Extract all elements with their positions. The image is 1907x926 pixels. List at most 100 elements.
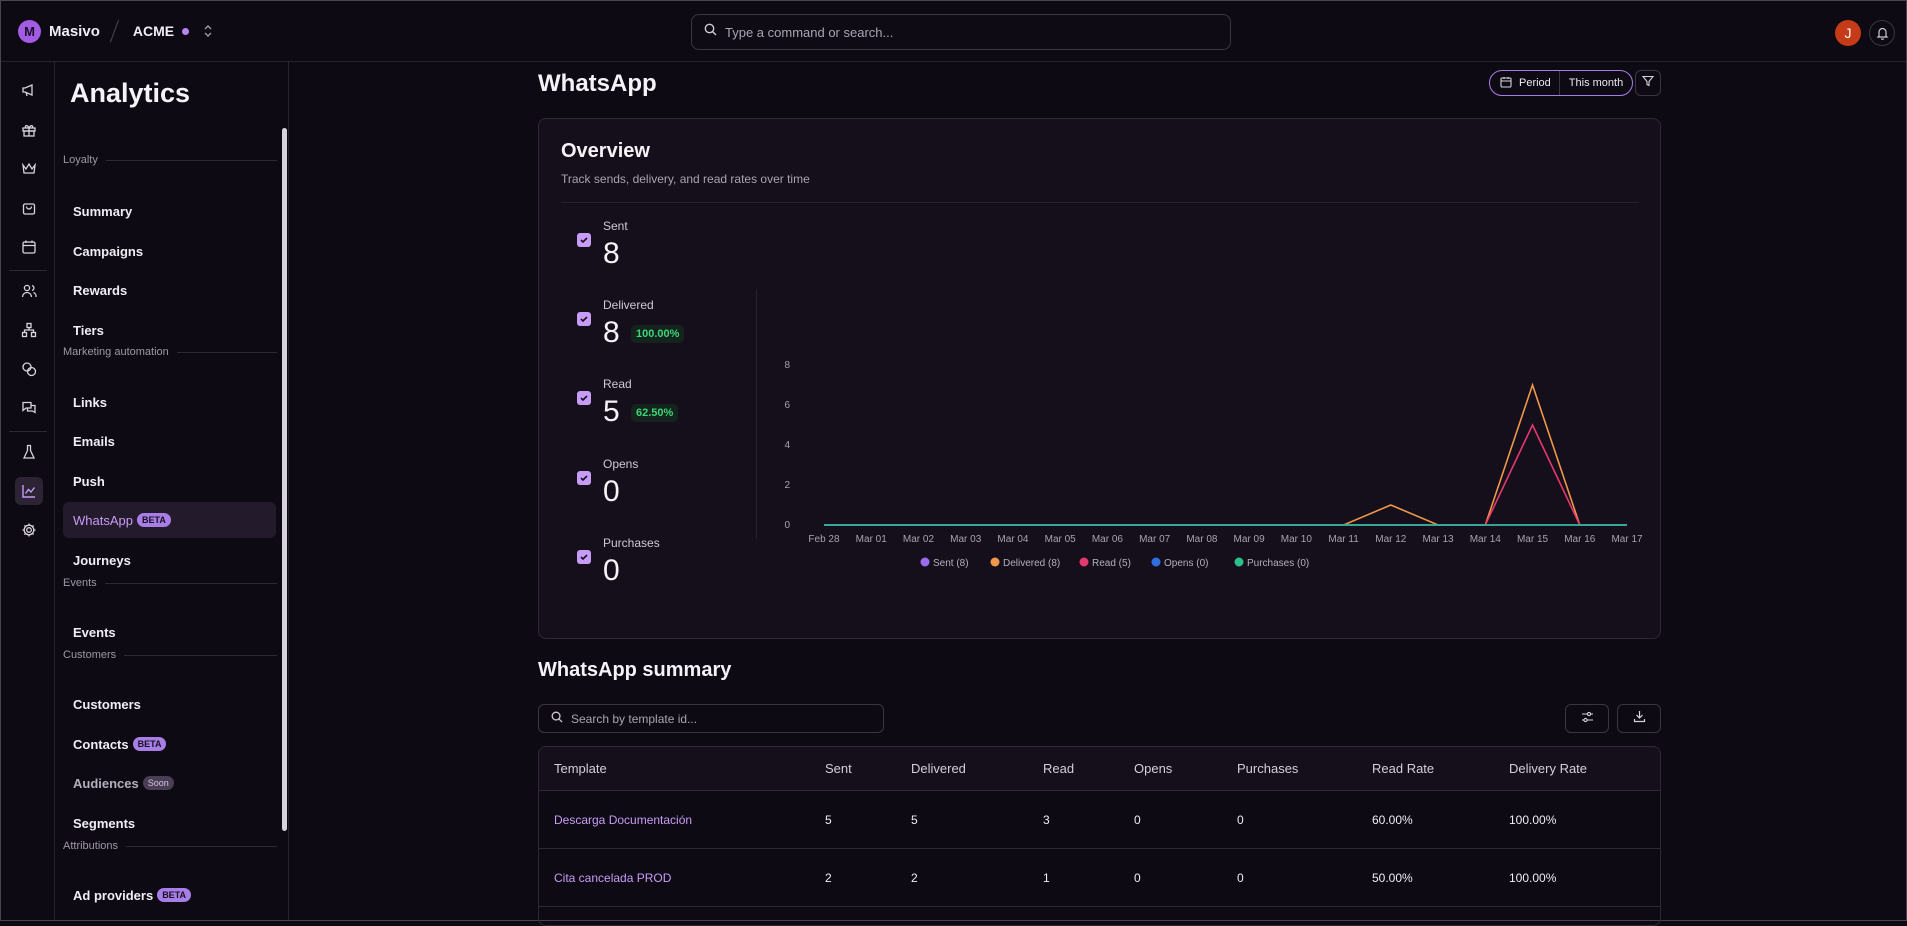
y-tick-label: 6 — [784, 400, 790, 411]
users-icon[interactable] — [15, 277, 43, 305]
column-header[interactable]: Read — [1043, 747, 1074, 790]
legend-marker-read — [1080, 558, 1089, 567]
brand-name: Masivo — [49, 23, 100, 40]
column-header[interactable]: Template — [554, 747, 607, 790]
sidebar-item-customers[interactable]: Customers — [63, 686, 276, 722]
template-link[interactable]: Cita cancelada PROD — [554, 849, 671, 906]
sidebar-item-label: Journeys — [73, 553, 131, 568]
table-cell: 0 — [1237, 849, 1244, 906]
metric-checkbox[interactable] — [577, 550, 591, 564]
sidebar-item-segments[interactable]: Segments — [63, 805, 276, 841]
template-link[interactable]: Descarga Documentación — [554, 791, 692, 848]
metric-purchases: Purchases 0 — [577, 536, 737, 596]
legend-label-delivered: Delivered (8) — [1003, 558, 1060, 569]
section-label: Events — [63, 577, 97, 589]
period-selector[interactable]: Period This month — [1489, 70, 1633, 96]
hierarchy-icon[interactable] — [15, 316, 43, 344]
chevron-updown-icon[interactable] — [203, 24, 213, 38]
calendar-icon — [1500, 76, 1512, 91]
megaphone-icon[interactable] — [15, 76, 43, 104]
metric-label: Opens — [603, 457, 638, 471]
table-cell: 2 — [825, 849, 832, 906]
table-row[interactable]: Cita cancelada PROD 2 2 1 0 0 50.00% 100… — [539, 849, 1660, 907]
sidebar-item-label: Audiences — [73, 776, 139, 791]
section-label: Marketing automation — [63, 346, 169, 358]
summary-table: Template Sent Delivered Read Opens Purch… — [538, 746, 1661, 926]
flask-icon[interactable] — [15, 438, 43, 466]
sidebar-item-emails[interactable]: Emails — [63, 423, 276, 459]
sidebar-item-label: Segments — [73, 816, 135, 831]
icon-rail — [1, 62, 55, 920]
sidebar-item-links[interactable]: Links — [63, 384, 276, 420]
shopping-bag-icon[interactable] — [15, 194, 43, 222]
metric-checkbox[interactable] — [577, 312, 591, 326]
org-name[interactable]: ACME — [133, 23, 174, 39]
calendar-icon[interactable] — [15, 233, 43, 261]
metric-label: Sent — [603, 219, 628, 233]
table-cell: 0 — [1237, 791, 1244, 848]
sidebar-scrollbar[interactable] — [282, 128, 287, 831]
sidebar-item-summary[interactable]: Summary — [63, 193, 276, 229]
template-search-input[interactable]: Search by template id... — [538, 704, 884, 733]
x-tick-label: Mar 14 — [1470, 534, 1502, 545]
sidebar-item-journeys[interactable]: Journeys — [63, 542, 276, 578]
sidebar-item-push[interactable]: Push — [63, 463, 276, 499]
avatar[interactable]: J — [1835, 20, 1861, 46]
column-header[interactable]: Delivery Rate — [1509, 747, 1587, 790]
column-settings-button[interactable] — [1565, 704, 1609, 733]
metric-checkbox[interactable] — [577, 391, 591, 405]
gear-icon[interactable] — [15, 516, 43, 544]
y-tick-label: 4 — [784, 440, 790, 451]
metric-label: Purchases — [603, 536, 660, 550]
metric-checkbox[interactable] — [577, 471, 591, 485]
table-row[interactable]: Descarga Documentación 5 5 3 0 0 60.00% … — [539, 791, 1660, 849]
section-customers: Customers — [63, 649, 277, 661]
sidebar-item-campaigns[interactable]: Campaigns — [63, 233, 276, 269]
column-header[interactable]: Read Rate — [1372, 747, 1434, 790]
overview-card: Overview Track sends, delivery, and read… — [538, 118, 1661, 639]
metric-value: 0 — [603, 475, 620, 509]
x-tick-label: Mar 04 — [997, 534, 1029, 545]
x-tick-label: Mar 07 — [1139, 534, 1171, 545]
x-tick-label: Mar 17 — [1611, 534, 1643, 545]
table-cell: 5 — [825, 791, 832, 848]
table-cell: 50.00% — [1372, 849, 1413, 906]
sidebar-item-tiers[interactable]: Tiers — [63, 312, 276, 348]
chart-line-icon[interactable] — [15, 477, 43, 505]
brand[interactable]: M Masivo — [18, 20, 100, 43]
legend-marker-opens — [1152, 558, 1161, 567]
coins-icon[interactable] — [15, 355, 43, 383]
column-header[interactable]: Purchases — [1237, 747, 1298, 790]
sidebar-item-label: Summary — [73, 204, 132, 219]
metric-value: 8 — [603, 237, 620, 271]
breadcrumb-separator — [110, 20, 119, 43]
command-search[interactable]: Type a command or search... — [691, 14, 1231, 50]
column-header[interactable]: Delivered — [911, 747, 966, 790]
metric-checkbox[interactable] — [577, 233, 591, 247]
column-header[interactable]: Sent — [825, 747, 852, 790]
y-tick-label: 8 — [784, 360, 790, 371]
x-tick-label: Mar 10 — [1281, 534, 1313, 545]
sidebar-item-label: Rewards — [73, 283, 127, 298]
table-cell: 0 — [1134, 791, 1141, 848]
sidebar-item-rewards[interactable]: Rewards — [63, 272, 276, 308]
sidebar-item-events[interactable]: Events — [63, 614, 276, 650]
series-line-read — [824, 425, 1627, 525]
chat-icon[interactable] — [15, 394, 43, 422]
filter-button[interactable] — [1635, 70, 1661, 96]
crown-icon[interactable] — [15, 155, 43, 183]
metric-label: Read — [603, 377, 632, 391]
filter-icon — [1642, 74, 1654, 92]
metric-read: Read 5 62.50% — [577, 377, 737, 437]
legend-marker-delivered — [991, 558, 1000, 567]
column-header[interactable]: Opens — [1134, 747, 1172, 790]
legend-label-sent: Sent (8) — [933, 558, 969, 569]
download-button[interactable] — [1617, 704, 1661, 733]
command-search-placeholder: Type a command or search... — [725, 25, 893, 40]
gift-icon[interactable] — [15, 116, 43, 144]
bell-icon[interactable] — [1869, 20, 1895, 46]
